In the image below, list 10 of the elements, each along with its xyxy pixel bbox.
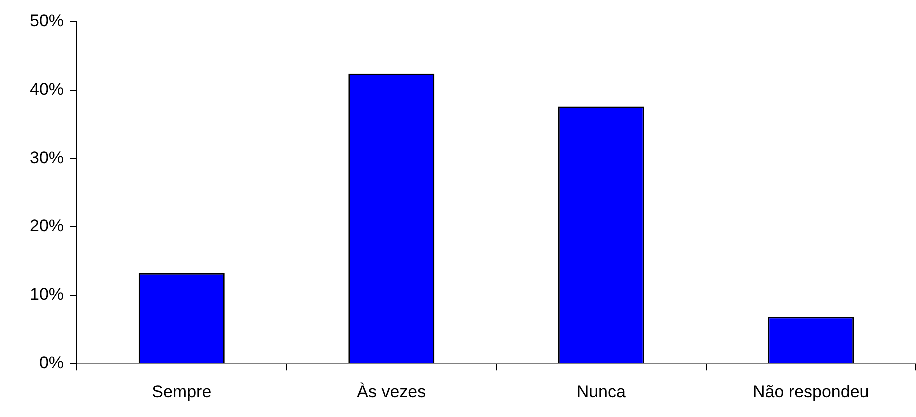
y-tick-label: 10%: [30, 284, 64, 304]
y-tick-label: 50%: [30, 12, 64, 31]
x-tick-label: Nunca: [576, 382, 626, 402]
x-tick-label: Sempre: [152, 382, 212, 402]
x-tick-label: Às vezes: [357, 382, 426, 402]
y-tick-label: 40%: [30, 80, 64, 100]
x-tick-label: Não respondeu: [752, 382, 870, 402]
y-tick-label: 30%: [30, 148, 64, 168]
y-tick-label: 0%: [39, 353, 64, 372]
y-tick-label: 20%: [30, 216, 64, 236]
